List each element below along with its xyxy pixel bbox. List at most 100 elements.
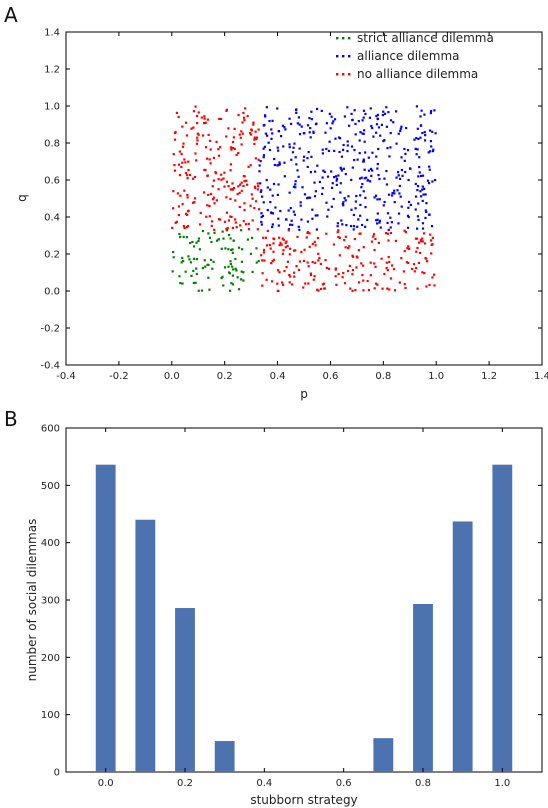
scatter-point-series-2 bbox=[426, 260, 429, 263]
scatter-point-series-2 bbox=[306, 261, 309, 264]
scatter-point-series-0 bbox=[240, 260, 244, 263]
scatter-point-series-2 bbox=[183, 158, 186, 161]
scatter-point-series-2 bbox=[229, 188, 232, 191]
scatter-point-series-2 bbox=[253, 136, 256, 139]
scatter-point-series-2 bbox=[311, 242, 314, 246]
scatter-point-series-2 bbox=[327, 267, 331, 270]
scatter-point-series-2 bbox=[204, 121, 207, 124]
scatter-point-series-1 bbox=[431, 130, 434, 133]
scatter-point-series-2 bbox=[281, 281, 284, 284]
scatter-point-series-2 bbox=[196, 139, 199, 142]
scatter-point-series-2 bbox=[223, 220, 227, 223]
scatter-point-series-2 bbox=[303, 248, 306, 251]
scatter-point-series-2 bbox=[177, 163, 181, 166]
scatter-point-series-1 bbox=[295, 111, 298, 114]
scatter-point-series-1 bbox=[376, 117, 379, 120]
scatter-point-series-2 bbox=[271, 259, 274, 263]
scatter-point-series-1 bbox=[276, 146, 279, 149]
scatter-point-series-1 bbox=[290, 219, 293, 222]
scatter-point-series-1 bbox=[390, 221, 393, 224]
scatter-point-series-0 bbox=[172, 256, 175, 259]
scatter-point-series-0 bbox=[197, 237, 201, 240]
scatter-point-series-1 bbox=[356, 158, 359, 161]
scatter-point-series-1 bbox=[320, 192, 324, 196]
scatter-point-series-0 bbox=[240, 270, 243, 273]
scatter-point-series-1 bbox=[338, 150, 341, 154]
scatter-point-series-0 bbox=[192, 281, 195, 285]
scatter-point-series-2 bbox=[174, 221, 177, 224]
scatter-point-series-1 bbox=[342, 204, 345, 207]
scatter-x-tick-label: 1.4 bbox=[534, 371, 548, 382]
scatter-point-series-0 bbox=[220, 276, 223, 280]
scatter-point-series-1 bbox=[389, 226, 392, 229]
scatter-point-series-2 bbox=[218, 117, 221, 121]
legend-label: no alliance dilemma bbox=[357, 67, 478, 81]
scatter-point-series-2 bbox=[335, 283, 338, 286]
scatter-point-series-1 bbox=[400, 168, 403, 172]
scatter-point-series-2 bbox=[297, 268, 301, 272]
scatter-point-series-2 bbox=[257, 158, 260, 161]
scatter-point-series-1 bbox=[273, 157, 276, 161]
scatter-point-series-1 bbox=[272, 182, 276, 186]
legend-marker bbox=[342, 37, 345, 40]
scatter-point-series-2 bbox=[247, 228, 251, 231]
scatter-point-series-2 bbox=[185, 226, 189, 229]
scatter-point-series-2 bbox=[233, 127, 236, 130]
scatter-point-series-2 bbox=[237, 185, 240, 188]
scatter-point-series-1 bbox=[371, 151, 374, 154]
scatter-point-series-1 bbox=[406, 226, 410, 229]
scatter-point-series-2 bbox=[196, 132, 199, 135]
scatter-point-series-2 bbox=[430, 239, 433, 242]
scatter-point-series-1 bbox=[382, 204, 385, 207]
scatter-point-series-2 bbox=[308, 245, 311, 248]
scatter-point-series-2 bbox=[407, 245, 410, 248]
scatter-point-series-2 bbox=[173, 169, 177, 172]
scatter-point-series-1 bbox=[375, 131, 378, 134]
scatter-point-series-2 bbox=[286, 260, 289, 263]
scatter-point-series-1 bbox=[313, 181, 316, 184]
scatter-point-series-1 bbox=[370, 174, 373, 177]
scatter-x-tick-label: 1.0 bbox=[428, 371, 444, 382]
scatter-point-series-2 bbox=[351, 254, 354, 257]
scatter-point-series-2 bbox=[386, 232, 389, 235]
scatter-point-series-1 bbox=[400, 205, 403, 208]
scatter-point-series-1 bbox=[271, 212, 275, 215]
scatter-point-series-2 bbox=[373, 287, 376, 290]
scatter-x-tick-label: 0.4 bbox=[270, 371, 286, 382]
scatter-point-series-1 bbox=[371, 169, 374, 172]
scatter-point-series-2 bbox=[316, 288, 319, 291]
scatter-point-series-0 bbox=[197, 289, 200, 292]
scatter-point-series-2 bbox=[247, 165, 250, 168]
scatter-point-series-1 bbox=[290, 158, 293, 161]
scatter-point-series-1 bbox=[311, 208, 314, 211]
scatter-point-series-1 bbox=[392, 121, 395, 124]
scatter-point-series-0 bbox=[208, 236, 212, 239]
scatter-point-series-2 bbox=[210, 224, 213, 228]
scatter-point-series-2 bbox=[261, 259, 264, 262]
scatter-point-series-1 bbox=[358, 177, 362, 180]
scatter-point-series-1 bbox=[408, 167, 412, 170]
scatter-point-series-1 bbox=[330, 170, 333, 173]
scatter-point-series-2 bbox=[338, 254, 341, 257]
scatter-point-series-2 bbox=[336, 231, 339, 234]
scatter-point-series-1 bbox=[389, 131, 392, 135]
scatter-point-series-1 bbox=[276, 193, 279, 197]
scatter-point-series-2 bbox=[175, 220, 178, 223]
scatter-point-series-1 bbox=[427, 182, 431, 185]
scatter-point-series-1 bbox=[294, 186, 297, 189]
scatter-point-series-2 bbox=[351, 268, 355, 272]
scatter-point-series-2 bbox=[227, 185, 230, 188]
scatter-point-series-1 bbox=[430, 224, 434, 228]
scatter-point-series-1 bbox=[399, 127, 402, 130]
scatter-point-series-1 bbox=[381, 113, 385, 117]
scatter-point-series-2 bbox=[265, 278, 268, 281]
scatter-point-series-1 bbox=[299, 204, 302, 207]
scatter-point-series-1 bbox=[354, 200, 357, 203]
scatter-point-series-2 bbox=[271, 280, 274, 283]
scatter-point-series-1 bbox=[270, 211, 273, 214]
scatter-point-series-2 bbox=[337, 272, 340, 276]
scatter-point-series-2 bbox=[219, 173, 223, 176]
scatter-point-series-1 bbox=[309, 170, 313, 174]
scatter-point-series-0 bbox=[187, 255, 190, 258]
legend-marker bbox=[336, 37, 339, 40]
